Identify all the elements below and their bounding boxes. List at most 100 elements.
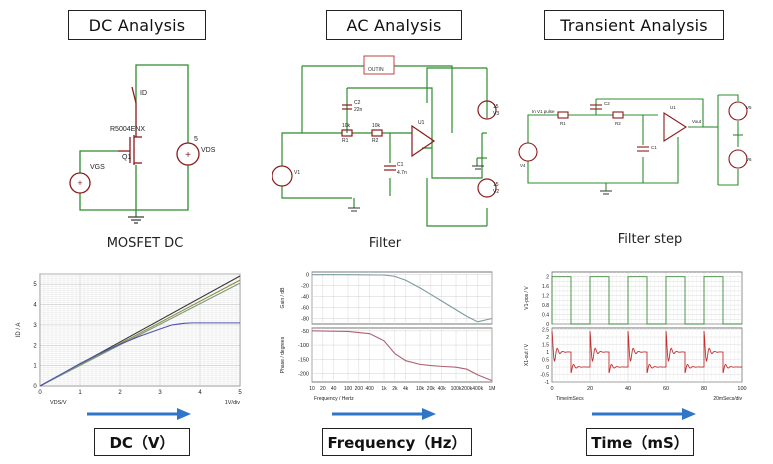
tr-y-tick-label: -0.5 xyxy=(540,373,549,379)
in-label: In V1 pulse xyxy=(532,109,555,114)
tr-y-tick-label: 2 xyxy=(546,335,549,341)
subckt-label: OUTIN xyxy=(368,67,384,73)
v2-value: 15 xyxy=(493,182,499,188)
dc-axis-box: DC（V） xyxy=(94,428,190,456)
ac-plot-area xyxy=(311,271,493,325)
ac-x-tick-label: 400k xyxy=(472,386,483,392)
tr-y-axis-label: X1-out / V xyxy=(524,343,530,366)
v5-label: V5 xyxy=(746,105,752,110)
r2-value: 10k xyxy=(372,123,381,129)
dc-y-tick-label: 4 xyxy=(33,303,37,309)
tr-x-tick-label: 20 xyxy=(587,386,593,392)
dc-y-tick-label: 2 xyxy=(33,343,37,349)
mosfet-part-label: R5004ENX xyxy=(110,126,145,133)
ac-x-tick-label: 200 xyxy=(355,386,364,392)
dc-y-tick-label: 3 xyxy=(33,323,37,329)
time-axis-box: Time（mS） xyxy=(586,428,694,456)
v2-label: V2 xyxy=(493,189,499,195)
r2-t-label: R2 xyxy=(615,121,621,126)
vds-value: 5 xyxy=(194,136,198,143)
vds-label: VDS xyxy=(201,147,216,154)
ac-x-tick-label: 20 xyxy=(320,386,326,392)
vgs-label: VGS xyxy=(90,164,105,171)
tr-y-tick-label: 0.8 xyxy=(542,303,549,309)
ac-x-tick-label: 4k xyxy=(403,386,409,392)
ac-y-tick-label: -20 xyxy=(301,284,309,290)
u1-t-label: U1 xyxy=(670,105,676,110)
tr-y-tick-label: 0 xyxy=(546,322,549,328)
tr-y-tick-label: 2.5 xyxy=(542,328,549,334)
v1-label: V1 xyxy=(294,170,300,176)
tr-series-line xyxy=(551,330,743,374)
ac-series-line xyxy=(311,330,493,382)
dc-x-tick-label: 5 xyxy=(238,390,242,396)
ac-y-tick-label: 0 xyxy=(306,273,309,279)
ac-x-tick-label: 20k xyxy=(427,386,436,392)
svg-text:+: + xyxy=(185,150,191,161)
c2-label: C2 xyxy=(354,100,361,106)
dc-y-axis-label: ID / A xyxy=(16,323,22,338)
dc-series-line xyxy=(39,322,240,387)
ac-x-axis-label: Frequency / Hertz xyxy=(314,396,354,402)
ac-y-tick-label: -150 xyxy=(298,357,309,363)
filter-step-caption: Filter step xyxy=(617,232,683,247)
c2-value: 22n xyxy=(354,107,363,113)
r1-t-label: R1 xyxy=(560,121,566,126)
mosfet-dc-schematic: + + ID R5004ENX Q1 VGS 5 VDS xyxy=(69,64,216,224)
tr-y-tick-label: 0.4 xyxy=(542,313,549,319)
transient-analysis-header: Transient Analysis xyxy=(544,10,724,40)
c1-value: 4.7n xyxy=(397,170,407,176)
ac-series-line xyxy=(312,274,493,323)
v6-label: V6 xyxy=(746,157,752,162)
ac-x-tick-label: 200k xyxy=(461,386,472,392)
dc-x-tick-label: 2 xyxy=(118,390,122,396)
ac-y-tick-label: -60 xyxy=(301,306,309,312)
tr-x-tick-label: 60 xyxy=(663,386,669,392)
id-label: ID xyxy=(140,90,147,97)
ac-x-tick-label: 40 xyxy=(331,386,337,392)
dc-y-tick-label: 5 xyxy=(33,282,37,288)
svg-text:+: + xyxy=(77,178,82,188)
tr-y-tick-label: 1 xyxy=(546,350,549,356)
u1-label: U1 xyxy=(418,120,425,126)
transient-arrow xyxy=(592,408,696,420)
tr-y-tick-label: -1 xyxy=(545,380,550,386)
ac-y-axis-label: Phase / degrees xyxy=(280,336,286,373)
tr-series-line xyxy=(551,276,742,325)
ac-chart: 0 -20 -40 -60 -80 Gain / dB -50 -100 -150 -200 Pha… xyxy=(280,271,495,402)
ac-x-tick-label: 100 xyxy=(344,386,353,392)
r2-label: R2 xyxy=(372,138,379,144)
tr-x-tick-label: 0 xyxy=(550,386,553,392)
transient-filter-schematic: In V1 pulse R1 R2 C2 C1 U1 Vout V4 V5 V6 xyxy=(518,94,752,195)
ac-y-tick-label: -100 xyxy=(298,343,309,349)
dc-x-tick-label: 0 xyxy=(38,390,42,396)
tr-x-tick-label: 80 xyxy=(701,386,707,392)
dc-x-tick-label: 3 xyxy=(158,390,162,396)
dc-x-scale-label: 1V/div xyxy=(225,400,241,406)
tr-y-tick-label: 1.6 xyxy=(542,284,549,290)
ac-x-tick-label: 400 xyxy=(366,386,375,392)
tr-y-tick-label: 1.2 xyxy=(542,294,549,300)
ac-y-tick-label: -80 xyxy=(301,317,309,323)
ac-y-axis-label: Gain / dB xyxy=(280,287,286,309)
ac-plot-area xyxy=(311,327,493,383)
out-label: Vout xyxy=(692,119,702,124)
tr-x-scale-label: 20mSecs/div xyxy=(713,396,742,402)
dc-analysis-header: DC Analysis xyxy=(68,10,206,40)
tr-x-tick-label: 100 xyxy=(737,386,746,392)
tr-y-tick-label: 0 xyxy=(546,365,549,371)
dc-x-axis-label: VDS/V xyxy=(50,400,67,406)
c2-t-label: C2 xyxy=(604,101,610,106)
dc-series-line xyxy=(39,282,241,387)
ac-x-tick-label: 10k xyxy=(416,386,425,392)
filter-caption: Filter xyxy=(368,236,402,251)
ac-x-tick-label: 2k xyxy=(392,386,398,392)
ac-y-tick-label: -200 xyxy=(298,371,309,377)
ac-filter-schematic: OUTIN C2 22n 10k R1 10k R2 C1 4.7n U1 V1… xyxy=(272,55,499,227)
v3-label: V3 xyxy=(493,111,499,117)
dc-chart: 0 1 2 3 4 5 0 1 2 3 4 5 ID / A VDS/V 1V/div xyxy=(16,273,242,406)
ac-arrow xyxy=(332,408,436,420)
tr-y-tick-label: 2 xyxy=(546,275,549,281)
c1-t-label: C1 xyxy=(651,145,657,150)
